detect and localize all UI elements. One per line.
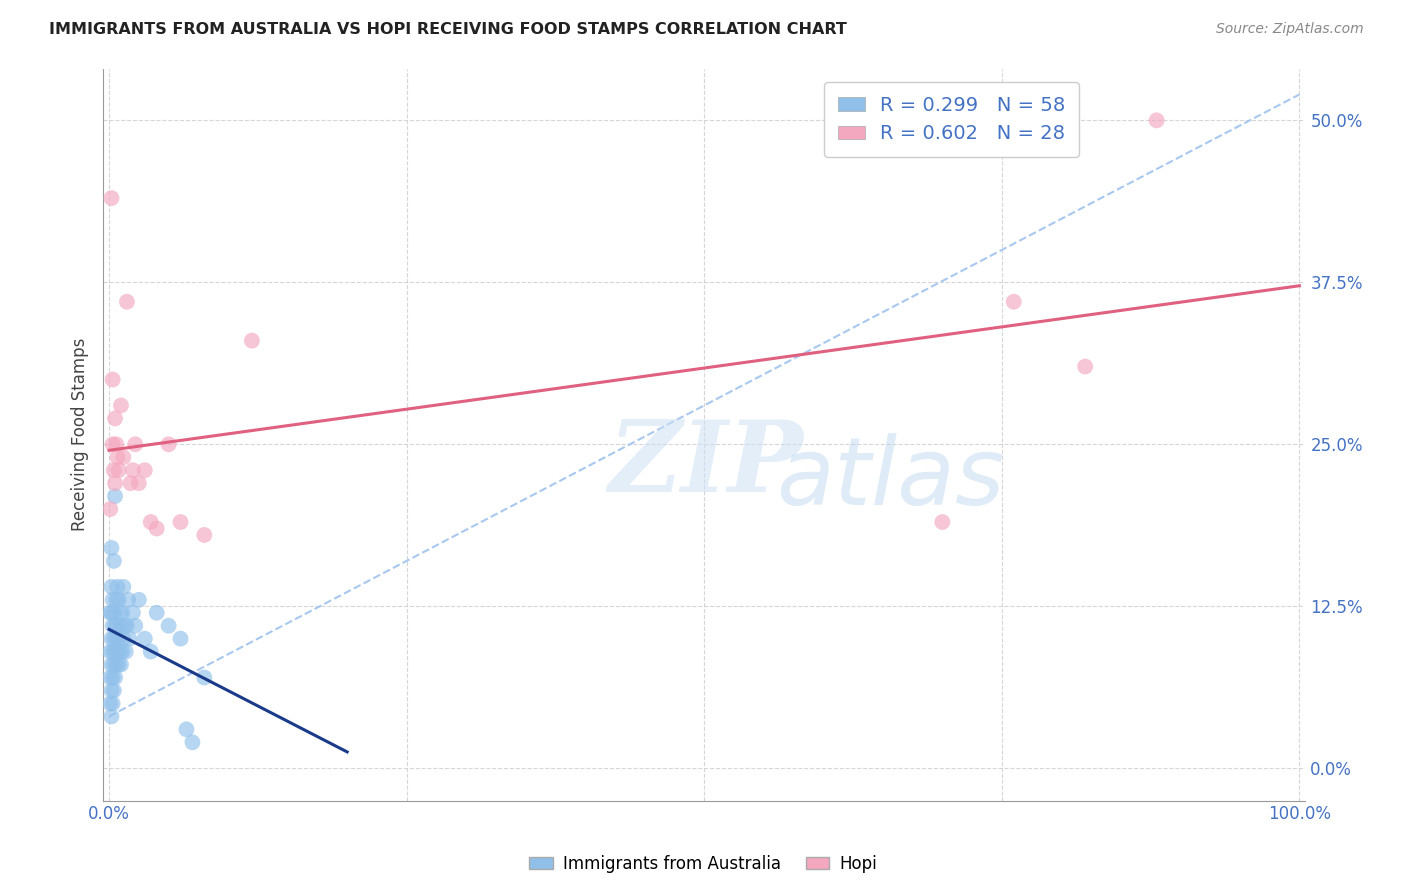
- Point: [101, 697, 124, 711]
- Point: [139, 645, 162, 659]
- Point: [115, 294, 138, 309]
- Point: [134, 632, 156, 646]
- Point: [101, 437, 124, 451]
- Point: [124, 618, 146, 632]
- Point: [100, 580, 122, 594]
- Point: [105, 632, 128, 646]
- Text: atlas: atlas: [776, 433, 1005, 524]
- Point: [117, 592, 139, 607]
- Point: [108, 606, 131, 620]
- Point: [114, 618, 136, 632]
- Text: Source: ZipAtlas.com: Source: ZipAtlas.com: [1216, 22, 1364, 37]
- Y-axis label: Receiving Food Stamps: Receiving Food Stamps: [72, 338, 89, 532]
- Point: [104, 411, 127, 425]
- Text: IMMIGRANTS FROM AUSTRALIA VS HOPI RECEIVING FOOD STAMPS CORRELATION CHART: IMMIGRANTS FROM AUSTRALIA VS HOPI RECEIV…: [49, 22, 846, 37]
- Point: [124, 437, 146, 451]
- Point: [101, 671, 124, 685]
- Point: [107, 657, 129, 672]
- Point: [114, 645, 136, 659]
- Point: [1002, 294, 1025, 309]
- Point: [104, 645, 127, 659]
- Point: [128, 476, 150, 491]
- Point: [145, 522, 167, 536]
- Point: [107, 580, 129, 594]
- Point: [101, 618, 124, 632]
- Point: [101, 592, 124, 607]
- Point: [112, 450, 135, 465]
- Point: [98, 502, 121, 516]
- Point: [122, 606, 145, 620]
- Point: [98, 697, 121, 711]
- Point: [176, 723, 198, 737]
- Point: [103, 657, 125, 672]
- Point: [157, 618, 180, 632]
- Point: [111, 606, 134, 620]
- Point: [134, 463, 156, 477]
- Point: [145, 606, 167, 620]
- Point: [931, 515, 953, 529]
- Point: [112, 632, 135, 646]
- Point: [100, 657, 122, 672]
- Point: [98, 645, 121, 659]
- Point: [193, 528, 215, 542]
- Point: [105, 592, 128, 607]
- Point: [107, 645, 129, 659]
- Legend: R = 0.299   N = 58, R = 0.602   N = 28: R = 0.299 N = 58, R = 0.602 N = 28: [824, 82, 1080, 157]
- Point: [157, 437, 180, 451]
- Point: [101, 372, 124, 386]
- Point: [107, 450, 129, 465]
- Point: [107, 592, 129, 607]
- Point: [103, 683, 125, 698]
- Point: [100, 606, 122, 620]
- Point: [139, 515, 162, 529]
- Point: [100, 709, 122, 723]
- Point: [103, 463, 125, 477]
- Point: [104, 489, 127, 503]
- Point: [181, 735, 204, 749]
- Point: [100, 191, 122, 205]
- Point: [100, 632, 122, 646]
- Point: [120, 476, 142, 491]
- Point: [101, 645, 124, 659]
- Point: [110, 657, 132, 672]
- Point: [104, 618, 127, 632]
- Legend: Immigrants from Australia, Hopi: Immigrants from Australia, Hopi: [523, 848, 883, 880]
- Point: [118, 632, 141, 646]
- Point: [104, 671, 127, 685]
- Point: [128, 592, 150, 607]
- Point: [108, 645, 131, 659]
- Point: [100, 683, 122, 698]
- Point: [193, 671, 215, 685]
- Point: [112, 580, 135, 594]
- Point: [169, 515, 191, 529]
- Point: [107, 618, 129, 632]
- Point: [115, 618, 138, 632]
- Point: [240, 334, 263, 348]
- Point: [107, 463, 129, 477]
- Point: [169, 632, 191, 646]
- Point: [1074, 359, 1097, 374]
- Point: [103, 632, 125, 646]
- Point: [111, 645, 134, 659]
- Point: [103, 554, 125, 568]
- Point: [103, 606, 125, 620]
- Point: [98, 671, 121, 685]
- Point: [105, 437, 128, 451]
- Point: [122, 463, 145, 477]
- Text: ZIP: ZIP: [607, 416, 803, 512]
- Point: [98, 606, 121, 620]
- Point: [100, 541, 122, 555]
- Point: [107, 632, 129, 646]
- Point: [110, 399, 132, 413]
- Point: [110, 618, 132, 632]
- Point: [105, 657, 128, 672]
- Point: [104, 476, 127, 491]
- Point: [1146, 113, 1168, 128]
